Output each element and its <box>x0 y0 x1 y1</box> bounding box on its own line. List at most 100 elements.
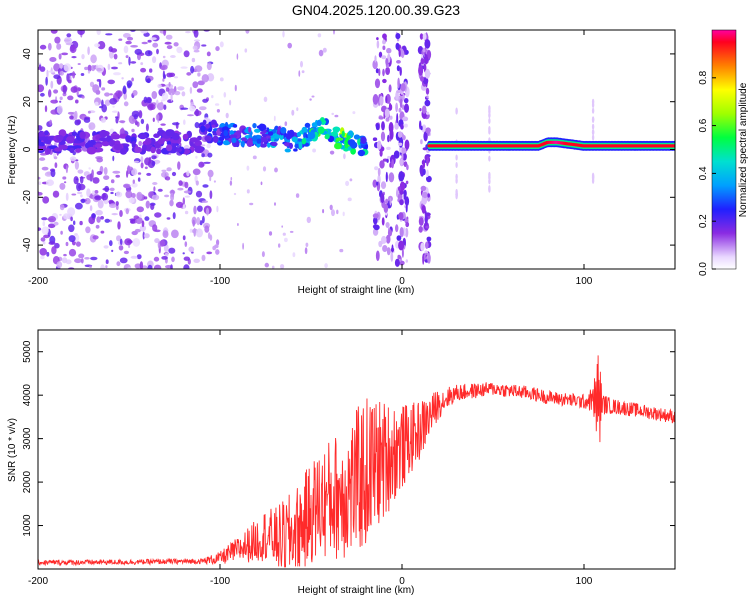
spectrogram-cell <box>419 33 424 40</box>
spectrogram-cell <box>183 256 190 261</box>
spectrogram-cell <box>285 133 292 140</box>
spectrogram-cell <box>51 72 56 75</box>
spectrogram-cell <box>383 203 389 213</box>
spectrogram-cell <box>59 100 62 103</box>
spectrogram-cell <box>207 169 214 178</box>
spectrogram-cell <box>109 219 112 223</box>
spectrogram-cell <box>107 79 115 85</box>
spectrogram-cell <box>401 147 407 154</box>
spectrogram-cell <box>103 175 110 181</box>
spectrogram-cell <box>180 107 189 110</box>
spectrogram-cell <box>182 204 186 209</box>
spectrogram-cell <box>284 148 291 153</box>
spectrogram-cell <box>171 171 177 177</box>
spectrogram-cell <box>385 222 390 228</box>
spectrogram-cell <box>216 239 220 246</box>
spectrogram-cell <box>71 193 77 196</box>
spectrogram-cell <box>141 220 145 228</box>
spectrogram-cell <box>402 93 405 101</box>
spectrogram-cell <box>72 71 76 79</box>
spectrogram-cell <box>142 144 147 151</box>
spectrogram-cell <box>271 141 278 147</box>
spectrogram-cell <box>65 42 74 46</box>
spectrogram-cell <box>144 216 150 221</box>
spectrogram-cell <box>424 215 428 224</box>
spectrogram-cell <box>62 84 67 94</box>
spectrogram-cell <box>156 48 159 55</box>
spectrogram-cell <box>249 202 254 206</box>
spectrogram-cell <box>298 141 303 150</box>
spectrogram-cell <box>52 190 60 198</box>
spectrogram-cell <box>378 51 383 58</box>
spectrogram-cell <box>138 140 143 147</box>
spectrogram-cell <box>161 256 168 260</box>
spectrogram-cell <box>168 82 171 87</box>
spectrogram-cell <box>186 72 192 76</box>
snr-xlabel: Height of straight line (km) <box>298 585 415 596</box>
spectrogram-cell <box>145 123 149 132</box>
spectrogram-cell <box>84 257 90 260</box>
spectrogram-cell <box>126 166 134 171</box>
spectrogram-cell <box>169 189 176 195</box>
colorbar-tick-label: 0.0 <box>698 262 709 276</box>
spectrogram-cell <box>219 77 224 82</box>
spectrogram-cell <box>48 223 56 229</box>
spectrogram-cell <box>398 260 405 266</box>
spectrogram-cell <box>189 228 193 233</box>
spectrogram-cell <box>213 180 216 183</box>
spectrogram-cell <box>385 117 390 122</box>
spectrogram-cell <box>398 212 404 221</box>
spectrogram-cell <box>278 243 281 248</box>
spectrogram-cell <box>223 129 228 137</box>
spectrogram-cell <box>385 198 389 204</box>
spectrogram-cell <box>157 188 163 192</box>
spectrogram-cell <box>199 106 207 111</box>
spectrogram-cell <box>137 133 147 139</box>
spectrogram-cell <box>202 98 209 103</box>
spectrogram-cell <box>151 194 160 201</box>
spectrogram-cell <box>75 241 81 247</box>
spectrogram-cell <box>206 51 211 57</box>
spectrogram-cell <box>105 265 108 269</box>
spectrogram-cell <box>378 68 381 76</box>
spectrogram-cell <box>125 55 129 59</box>
spectrogram-cell <box>168 247 176 254</box>
spectrogram-cell <box>376 40 380 49</box>
spectrogram-cell <box>79 131 86 139</box>
spectrogram-cell <box>402 152 407 161</box>
spectrogram-cell <box>424 99 431 107</box>
spectrogram-cell <box>418 65 424 76</box>
spectrogram-cell <box>420 139 423 145</box>
spectrogram-cell <box>74 110 78 120</box>
spectrogram-cell <box>182 252 185 255</box>
spectrogram-cell <box>163 104 167 110</box>
spectrogram-cell <box>76 89 79 97</box>
spectrogram-cell <box>53 74 61 79</box>
spectrogram-cell <box>75 99 79 104</box>
spectrogram-cell <box>40 92 45 97</box>
spectrogram-cell <box>101 87 106 91</box>
spectrogram-cell <box>112 105 115 108</box>
spectrogram-cell <box>281 225 284 228</box>
spectrogram-cell <box>111 66 118 70</box>
spectrogram-cell <box>202 215 205 224</box>
spectrogram-cell <box>109 98 118 105</box>
spectrogram-cell <box>54 36 61 44</box>
spectrogram-cell <box>153 256 160 262</box>
spectrogram-cell <box>46 251 50 257</box>
spectrogram-cell <box>107 63 111 71</box>
spectrogram-cell <box>140 62 144 66</box>
spectrogram-cell <box>123 250 129 255</box>
spectrogram-cell <box>422 254 425 265</box>
spectrogram-cell <box>140 30 149 34</box>
spectrogram-cell <box>77 191 83 195</box>
spectrogram-cell <box>205 207 210 216</box>
spectrogram-cell <box>147 264 153 269</box>
spectrogram-cell <box>104 92 110 97</box>
spectrogram-cell <box>271 265 275 269</box>
spectrogram-cell <box>166 217 171 220</box>
spectrogram-xlabel: Height of straight line (km) <box>298 285 415 296</box>
spectrogram-cell <box>204 225 210 233</box>
spectrogram-cell <box>334 142 342 150</box>
spectrogram-cell <box>59 96 63 101</box>
